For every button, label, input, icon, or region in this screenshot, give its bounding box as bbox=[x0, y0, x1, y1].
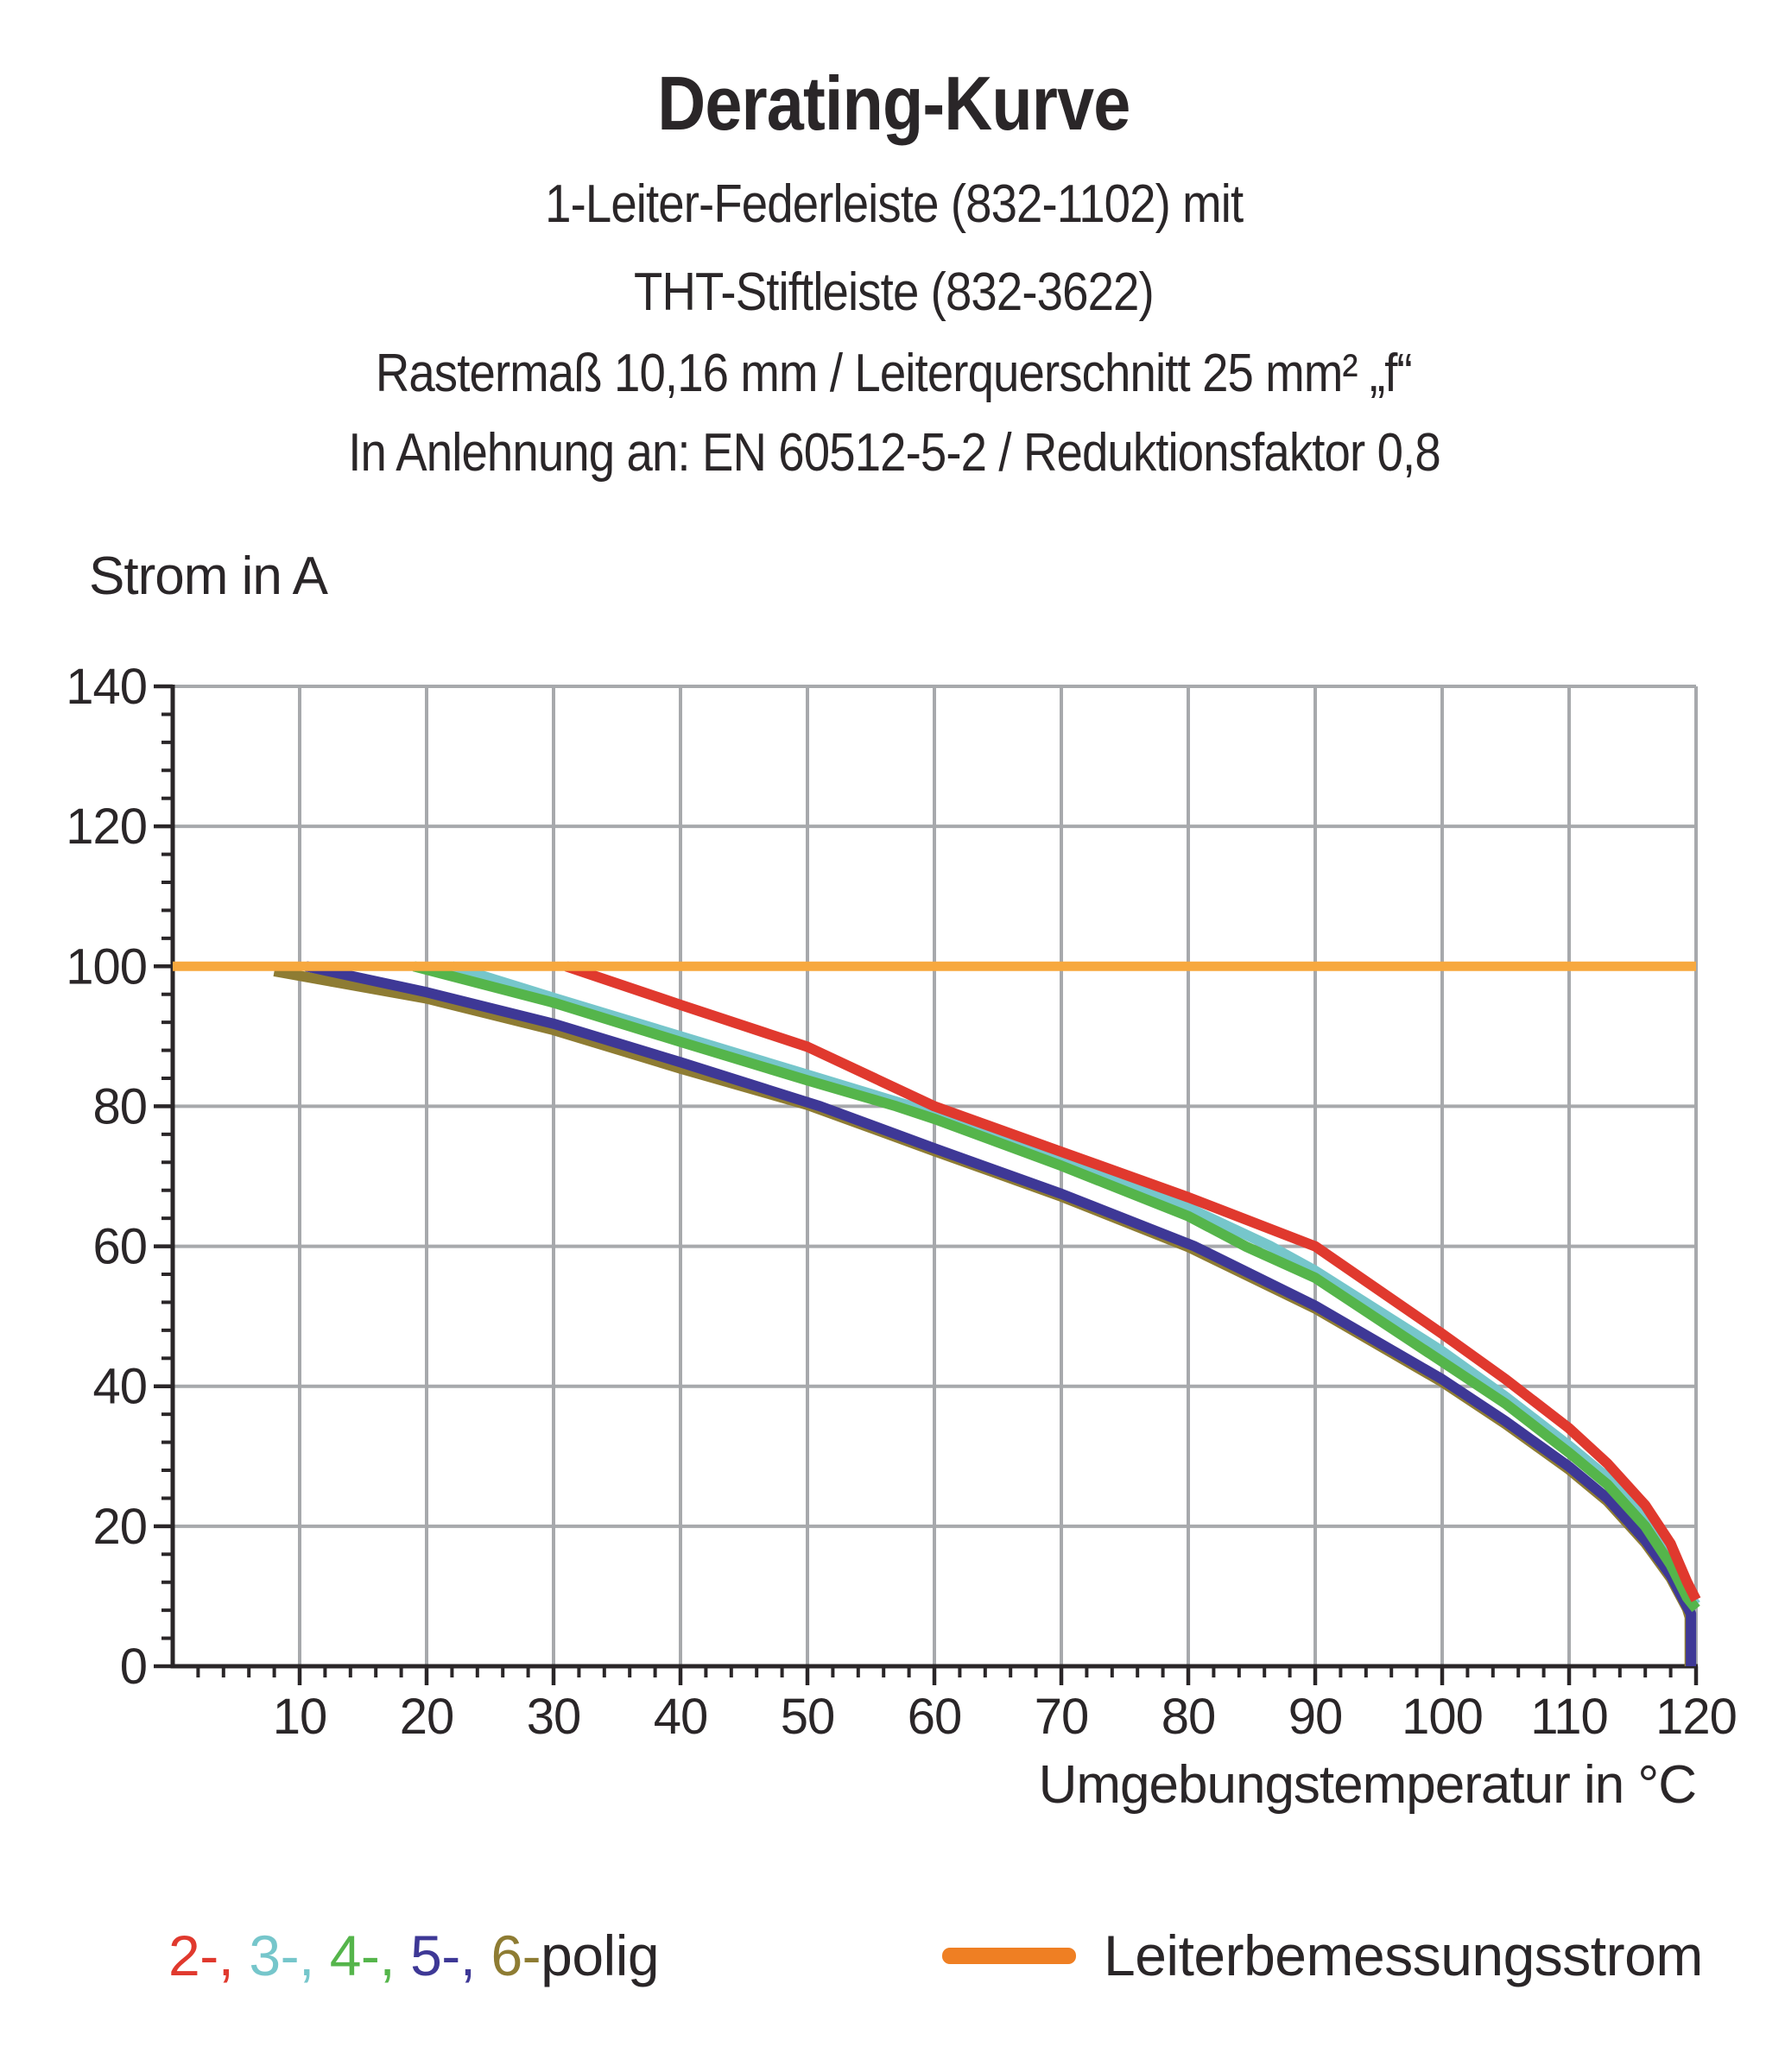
x-tick-label: 100 bbox=[1402, 1689, 1483, 1745]
y-tick-label: 100 bbox=[66, 938, 147, 995]
x-tick-label: 90 bbox=[1288, 1689, 1343, 1745]
chart-subtitle-3: Rastermaß 10,16 mm / Leiterquerschnitt 2… bbox=[375, 344, 1413, 403]
x-tick-label: 120 bbox=[1655, 1689, 1737, 1745]
y-tick-label: 140 bbox=[66, 659, 147, 715]
chart-subtitle-2: THT-Stiftleiste (832-3622) bbox=[634, 262, 1155, 322]
y-tick-label: 80 bbox=[92, 1078, 147, 1134]
legend-pole-6-polig: 6- bbox=[491, 1924, 541, 1987]
x-tick-label: 20 bbox=[400, 1689, 454, 1745]
legend-pole-5-polig: 5-, bbox=[410, 1924, 491, 1987]
x-tick-label: 70 bbox=[1035, 1689, 1089, 1745]
x-tick-label: 10 bbox=[273, 1689, 327, 1745]
curve-3-polig bbox=[450, 961, 1700, 1608]
curve-4-polig bbox=[412, 961, 1700, 1613]
legend-pole-4-polig: 4-, bbox=[329, 1924, 411, 1987]
y-tick-label: 20 bbox=[92, 1499, 147, 1555]
x-tick-label: 110 bbox=[1530, 1689, 1607, 1745]
x-tick-label: 60 bbox=[908, 1689, 962, 1745]
rated-current-line-swatch bbox=[942, 1947, 1076, 1964]
curve-5-polig bbox=[305, 961, 1697, 1666]
x-axis-title: Umgebungstemperatur in °C bbox=[1038, 1755, 1697, 1815]
x-tick-label: 30 bbox=[527, 1689, 581, 1745]
y-tick-label: 40 bbox=[92, 1359, 147, 1415]
x-tick-label: 80 bbox=[1162, 1689, 1216, 1745]
legend-rated-current: Leiterbemessungsstrom bbox=[942, 1912, 1703, 1999]
y-tick-label: 120 bbox=[66, 799, 147, 855]
legend-poles: 2-, 3-, 4-, 5-, 6- polig bbox=[168, 1912, 660, 1999]
curve-2-polig bbox=[564, 961, 1701, 1602]
chart-subtitle-1: 1-Leiter-Federleiste (832-1102) mit bbox=[544, 174, 1244, 234]
x-tick-label: 40 bbox=[654, 1689, 708, 1745]
y-tick-label: 60 bbox=[92, 1219, 147, 1275]
y-axis-title: Strom in A bbox=[89, 546, 328, 606]
legend-pole-2-polig: 2-, bbox=[168, 1924, 250, 1987]
legend-poles-suffix: polig bbox=[541, 1924, 660, 1987]
x-tick-label: 50 bbox=[781, 1689, 835, 1745]
legend-pole-3-polig: 3-, bbox=[249, 1924, 330, 1987]
chart-subtitle-4: In Anlehnung an: EN 60512-5-2 / Reduktio… bbox=[347, 423, 1440, 483]
chart-title: Derating-Kurve bbox=[657, 60, 1130, 146]
y-tick-label: 0 bbox=[120, 1639, 147, 1695]
rated-current-label: Leiterbemessungsstrom bbox=[1104, 1924, 1703, 1987]
curve-6-polig bbox=[273, 966, 1695, 1666]
